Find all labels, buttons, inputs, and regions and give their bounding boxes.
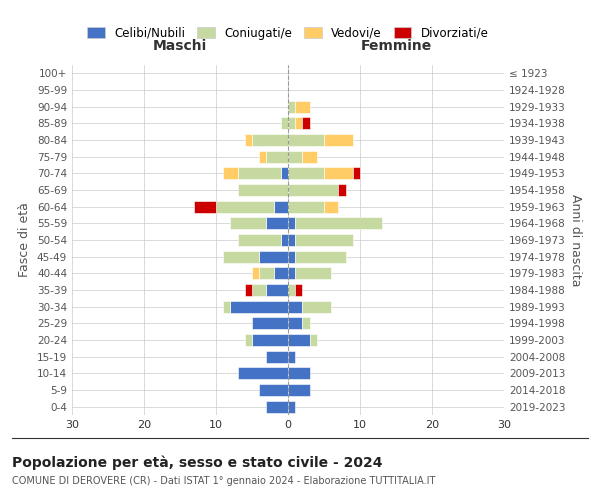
Bar <box>266 150 288 162</box>
Bar <box>302 300 331 312</box>
Bar <box>274 200 288 212</box>
Bar <box>259 268 274 280</box>
Legend: Celibi/Nubili, Coniugati/e, Vedovi/e, Divorziati/e: Celibi/Nubili, Coniugati/e, Vedovi/e, Di… <box>83 22 493 44</box>
Bar <box>230 300 288 312</box>
Bar <box>302 318 310 330</box>
Bar <box>238 234 281 246</box>
Bar <box>302 150 317 162</box>
Bar <box>266 400 288 412</box>
Text: Femmine: Femmine <box>361 40 431 54</box>
Bar <box>252 284 266 296</box>
Bar <box>266 218 288 230</box>
Bar <box>238 368 288 380</box>
Bar <box>295 100 310 112</box>
Bar <box>324 168 353 179</box>
Bar <box>281 234 288 246</box>
Bar <box>310 334 317 346</box>
Bar <box>259 250 288 262</box>
Text: Maschi: Maschi <box>153 40 207 54</box>
Bar <box>223 300 230 312</box>
Bar <box>245 284 252 296</box>
Bar <box>295 234 353 246</box>
Bar <box>288 218 295 230</box>
Bar <box>288 150 302 162</box>
Bar <box>324 200 338 212</box>
Bar <box>288 184 338 196</box>
Bar <box>252 268 259 280</box>
Bar <box>288 334 310 346</box>
Bar <box>252 334 288 346</box>
Bar <box>288 134 324 146</box>
Bar <box>245 334 252 346</box>
Bar <box>288 368 310 380</box>
Bar <box>288 300 302 312</box>
Bar <box>288 384 310 396</box>
Text: COMUNE DI DEROVERE (CR) - Dati ISTAT 1° gennaio 2024 - Elaborazione TUTTITALIA.I: COMUNE DI DEROVERE (CR) - Dati ISTAT 1° … <box>12 476 436 486</box>
Bar <box>295 250 346 262</box>
Bar <box>295 118 302 130</box>
Bar <box>274 268 288 280</box>
Y-axis label: Fasce di età: Fasce di età <box>19 202 31 278</box>
Bar <box>266 350 288 362</box>
Bar <box>252 134 288 146</box>
Text: Popolazione per età, sesso e stato civile - 2024: Popolazione per età, sesso e stato civil… <box>12 455 383 469</box>
Bar <box>281 168 288 179</box>
Bar <box>288 100 295 112</box>
Bar <box>288 284 295 296</box>
Bar <box>295 218 382 230</box>
Bar <box>288 250 295 262</box>
Bar <box>288 118 295 130</box>
Bar <box>281 118 288 130</box>
Bar <box>288 234 295 246</box>
Bar <box>259 150 266 162</box>
Bar <box>230 218 266 230</box>
Bar <box>259 384 288 396</box>
Bar <box>238 184 288 196</box>
Bar <box>302 118 310 130</box>
Y-axis label: Anni di nascita: Anni di nascita <box>569 194 582 286</box>
Bar <box>245 134 252 146</box>
Bar <box>216 200 274 212</box>
Bar <box>252 318 288 330</box>
Bar <box>353 168 360 179</box>
Bar <box>288 400 295 412</box>
Bar <box>194 200 216 212</box>
Bar <box>288 268 295 280</box>
Bar <box>295 284 302 296</box>
Bar <box>338 184 346 196</box>
Bar <box>288 200 324 212</box>
Bar <box>223 168 238 179</box>
Bar <box>238 168 281 179</box>
Bar <box>288 168 324 179</box>
Bar <box>295 268 331 280</box>
Bar <box>223 250 259 262</box>
Bar <box>288 350 295 362</box>
Bar <box>288 318 302 330</box>
Bar <box>266 284 288 296</box>
Bar <box>324 134 353 146</box>
